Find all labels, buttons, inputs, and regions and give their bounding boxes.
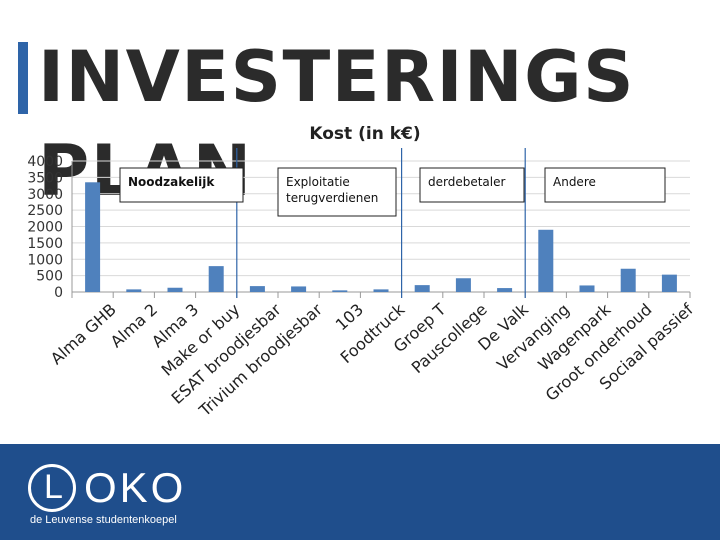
y-tick-label: 2000 — [27, 220, 63, 236]
bar — [249, 286, 265, 292]
bar — [538, 229, 554, 292]
y-tick-label: 4000 — [27, 154, 63, 170]
bar — [167, 287, 183, 292]
y-tick-label: 3000 — [27, 187, 63, 203]
bar — [620, 268, 636, 292]
bar — [455, 278, 471, 292]
y-tick-label: 2500 — [27, 203, 63, 219]
bar — [579, 285, 595, 292]
logo-letter: L — [44, 468, 63, 506]
logo-circle — [28, 464, 76, 512]
y-tick-label: 1000 — [27, 252, 63, 268]
group-label-box — [544, 167, 666, 203]
footer-banner: L OKO de Leuvense studentenkoepel — [0, 444, 720, 540]
bar — [332, 290, 348, 292]
bar — [373, 289, 389, 292]
bar — [414, 285, 430, 292]
bar — [126, 289, 142, 292]
group-label: Exploitatie terugverdienen — [286, 175, 378, 205]
y-tick-label: 0 — [54, 285, 63, 301]
bar — [497, 288, 513, 292]
bar — [661, 274, 677, 292]
group-label-box — [277, 167, 397, 217]
group-label: Noodzakelijk — [128, 175, 215, 189]
title-accent-bar — [18, 42, 28, 114]
y-tick-label: 1500 — [27, 236, 63, 252]
y-tick-label: 3500 — [27, 170, 63, 186]
bar — [85, 182, 101, 292]
group-label: derdebetaler — [428, 175, 505, 189]
chart-title: Kost (in k€) — [309, 124, 420, 144]
group-label-box — [419, 167, 525, 203]
bar — [291, 286, 307, 292]
logo-tagline: de Leuvense studentenkoepel — [30, 514, 177, 526]
cost-bar-chart: Kost (in k€) 0500100015002000250030003500… — [27, 124, 697, 421]
logo-wordmark: OKO — [84, 464, 187, 511]
bar — [208, 266, 224, 292]
group-label-box — [119, 167, 244, 203]
group-label: Andere — [553, 175, 596, 189]
y-tick-label: 500 — [36, 269, 63, 285]
